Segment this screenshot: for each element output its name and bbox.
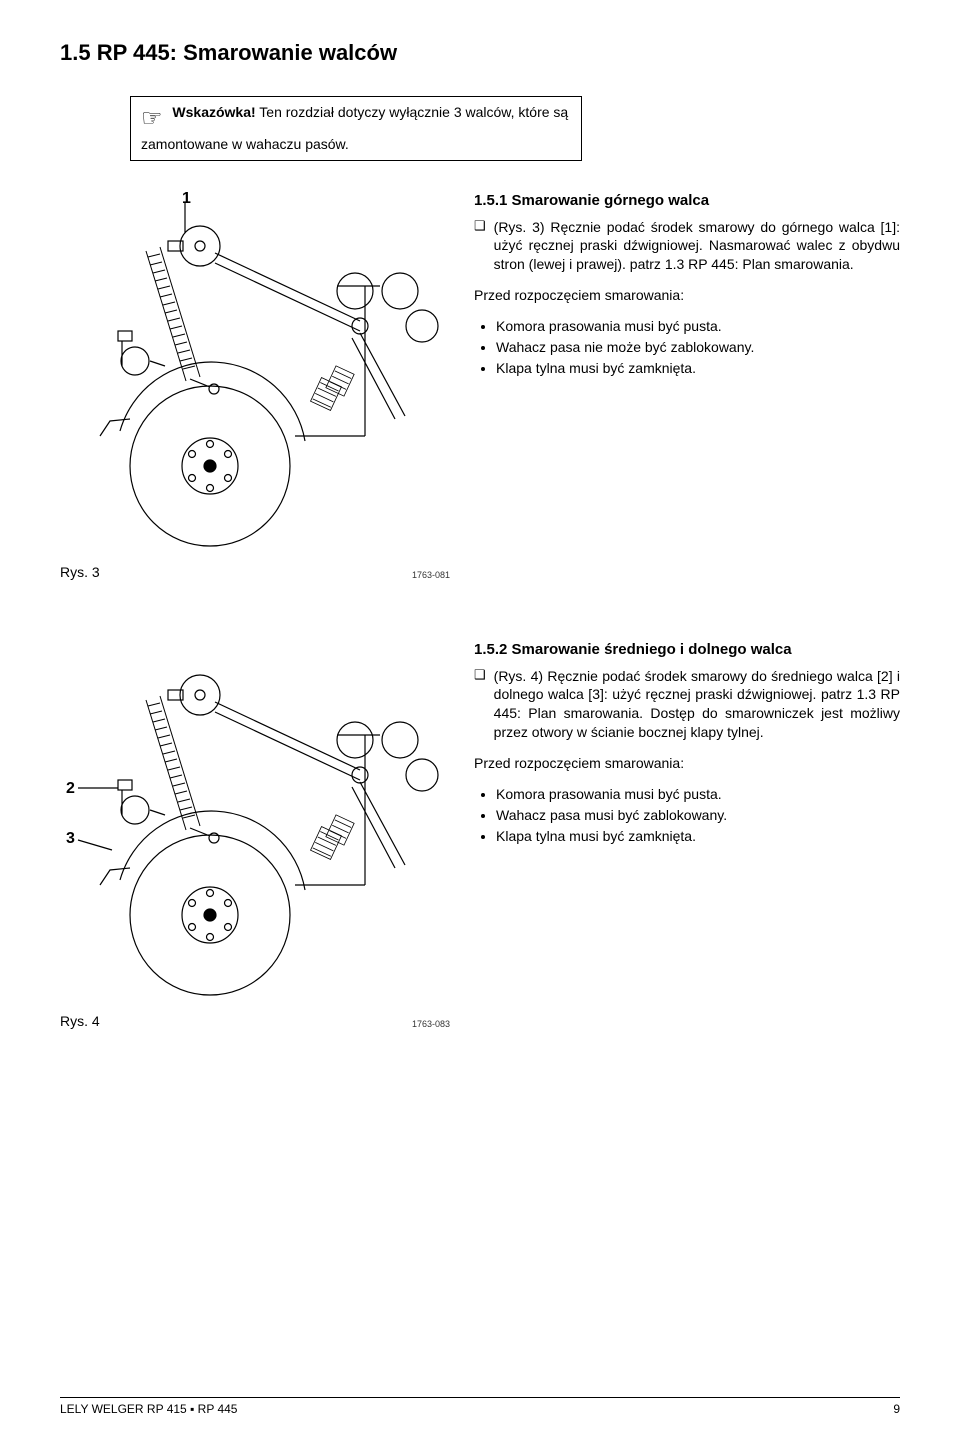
figure-4-caption: Rys. 4 (60, 1013, 100, 1029)
section-1-prelist: Przed rozpoczęciem smarowania: (474, 286, 900, 305)
callout-1: 1 (182, 191, 191, 207)
tip-box: ☞ Wskazówka! Ten rozdział dotyczy wyłącz… (130, 96, 582, 161)
tip-text: Wskazówka! Ten rozdział dotyczy wyłączni… (141, 104, 568, 152)
list-item: Komora prasowania musi być pusta. (496, 785, 900, 804)
figure-3-code: 1763-081 (412, 570, 450, 580)
list-item: Komora prasowania musi być pusta. (496, 317, 900, 336)
section-1: 1 Rys. 3 1763-081 1.5.1 Smarowanie górne… (60, 191, 900, 580)
section-2: 2 3 Rys. 4 1763-083 1.5.2 Smarowanie śre… (60, 640, 900, 1029)
page-footer: LELY WELGER RP 415 ▪ RP 445 9 (60, 1397, 900, 1416)
section-2-para: (Rys. 4) Ręcznie podać środek smarowy do… (474, 667, 900, 743)
figure-4-code: 1763-083 (412, 1019, 450, 1029)
pointing-hand-icon: ☞ (141, 103, 163, 135)
section-2-prelist: Przed rozpoczęciem smarowania: (474, 754, 900, 773)
figure-4-svg: 2 3 (60, 640, 450, 1000)
section-2-text: 1.5.2 Smarowanie średniego i dolnego wal… (474, 640, 900, 847)
figure-3-svg: 1 (60, 191, 450, 551)
figure-3-caption: Rys. 3 (60, 564, 100, 580)
figure-4-container: 2 3 Rys. 4 1763-083 (60, 640, 450, 1029)
list-item: Wahacz pasa nie może być zablokowany. (496, 338, 900, 357)
page-title: 1.5 RP 445: Smarowanie walców (60, 40, 900, 66)
callout-2: 2 (66, 780, 75, 797)
callout-3: 3 (66, 830, 75, 847)
section-1-title: 1.5.1 Smarowanie górnego walca (474, 191, 900, 211)
footer-left: LELY WELGER RP 415 ▪ RP 445 (60, 1402, 237, 1416)
list-item: Klapa tylna musi być zamknięta. (496, 359, 900, 378)
footer-page-number: 9 (893, 1402, 900, 1416)
figure-3-container: 1 Rys. 3 1763-081 (60, 191, 450, 580)
list-item: Wahacz pasa musi być zablokowany. (496, 806, 900, 825)
section-2-title: 1.5.2 Smarowanie średniego i dolnego wal… (474, 640, 900, 660)
section-2-list: Komora prasowania musi być pusta. Wahacz… (474, 785, 900, 846)
section-1-list: Komora prasowania musi być pusta. Wahacz… (474, 317, 900, 378)
section-1-para: (Rys. 3) Ręcznie podać środek smarowy do… (474, 218, 900, 275)
section-1-text: 1.5.1 Smarowanie górnego walca (Rys. 3) … (474, 191, 900, 379)
list-item: Klapa tylna musi być zamknięta. (496, 827, 900, 846)
